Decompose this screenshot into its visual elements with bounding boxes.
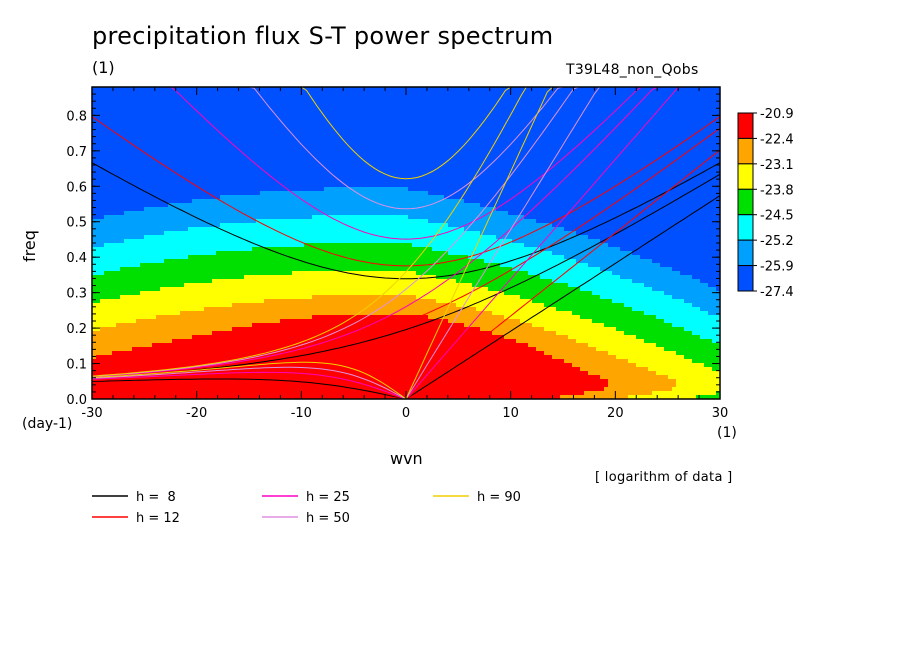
y-tick-label: 0.5 xyxy=(66,216,87,231)
curve-h50-rossby xyxy=(92,366,407,399)
curve-h25-mrg xyxy=(92,87,710,378)
colorbar-swatch xyxy=(737,112,754,139)
y-tick-label: 0.1 xyxy=(66,358,87,373)
curve-h50-mrg xyxy=(92,87,616,377)
curve-h8-kelvin xyxy=(405,195,720,399)
curve-h50-ig1 xyxy=(207,87,605,210)
curve-h12-kelvin xyxy=(405,149,720,399)
x-tick-label: 20 xyxy=(607,406,624,421)
curve-h8-rossby xyxy=(92,378,407,399)
legend-label-h50: h = 50 xyxy=(306,511,350,526)
y-tick-label: 0.0 xyxy=(66,393,87,408)
x-tick-label: -30 xyxy=(81,406,102,421)
axes: -30 -20 -10 0 10 20 30 0.0 0.1 0.2 0.3 0.4 0.5 0.6 0.7… xyxy=(66,87,728,421)
dispersion-curves xyxy=(92,87,720,399)
y-tick-label: 0.2 xyxy=(66,322,87,337)
log-data-note: [ logarithm of data ] xyxy=(595,470,733,485)
colorbar-swatch xyxy=(737,163,754,190)
curve-h12-ig1 xyxy=(92,116,720,267)
colorbar-label: -22.4 xyxy=(760,132,794,147)
colorbar-label: -24.5 xyxy=(760,209,794,224)
x-axis-unit: (1) xyxy=(717,425,737,441)
x-tick-label: 10 xyxy=(502,406,519,421)
chart-title: precipitation flux S-T power spectrum xyxy=(92,22,554,50)
colorbar: -20.9 -22.4 -23.1 -23.8 -24.5 -25.2 -25.9 -27.4 xyxy=(737,107,794,300)
curve-h12-mrg xyxy=(92,127,720,378)
colorbar-swatch xyxy=(737,265,754,292)
curve-h50-kelvin xyxy=(405,87,637,399)
colorbar-swatch xyxy=(737,239,754,267)
colorbar-swatch xyxy=(737,188,754,216)
x-tick-label: -10 xyxy=(291,406,312,421)
colorbar-label: -23.1 xyxy=(760,158,794,173)
legend-label-h25: h = 25 xyxy=(306,490,350,505)
legend-label-h8: h = 8 xyxy=(136,490,176,505)
colorbar-swatch xyxy=(737,214,754,241)
y-tick-label: 0.6 xyxy=(66,180,87,195)
colorbar-label: -23.8 xyxy=(760,183,794,198)
run-id-label: T39L48_non_Qobs xyxy=(566,62,699,78)
curve-h25-rossby xyxy=(92,371,407,399)
y-tick-label: 0.3 xyxy=(66,287,87,302)
x-tick-label: 0 xyxy=(402,406,410,421)
colorbar-swatch xyxy=(737,137,754,165)
curve-h90-mrg xyxy=(92,87,558,377)
x-tick-label: -20 xyxy=(186,406,207,421)
colorbar-label: -27.4 xyxy=(760,285,794,300)
y-tick-label: 0.7 xyxy=(66,145,87,160)
colorbar-label: -20.9 xyxy=(760,107,794,122)
title-unit: (1) xyxy=(92,58,115,77)
curve-h8-ig1 xyxy=(92,162,720,280)
colorbar-label: -25.2 xyxy=(760,234,794,249)
curve-h90-rossby xyxy=(92,361,407,399)
x-tick-label: 30 xyxy=(712,406,729,421)
x-axis-label: wvn xyxy=(390,449,423,468)
curve-h25-kelvin xyxy=(405,87,720,399)
y-tick-label: 0.4 xyxy=(66,251,87,266)
legend-label-h12: h = 12 xyxy=(136,511,180,526)
legend: h = 8 h = 12 h = 25 h = 50 h = 90 xyxy=(92,490,521,526)
legend-label-h90: h = 90 xyxy=(477,490,521,505)
y-axis-unit: (day-1) xyxy=(22,416,73,432)
curve-h25-ig1 xyxy=(112,87,700,240)
curve-h90-kelvin xyxy=(405,87,574,399)
curve-h90-ig1 xyxy=(269,87,543,180)
curve-h12-rossby xyxy=(92,376,407,399)
contour-field xyxy=(92,87,721,400)
y-tick-label: 0.8 xyxy=(66,109,87,124)
colorbar-label: -25.9 xyxy=(760,260,794,275)
